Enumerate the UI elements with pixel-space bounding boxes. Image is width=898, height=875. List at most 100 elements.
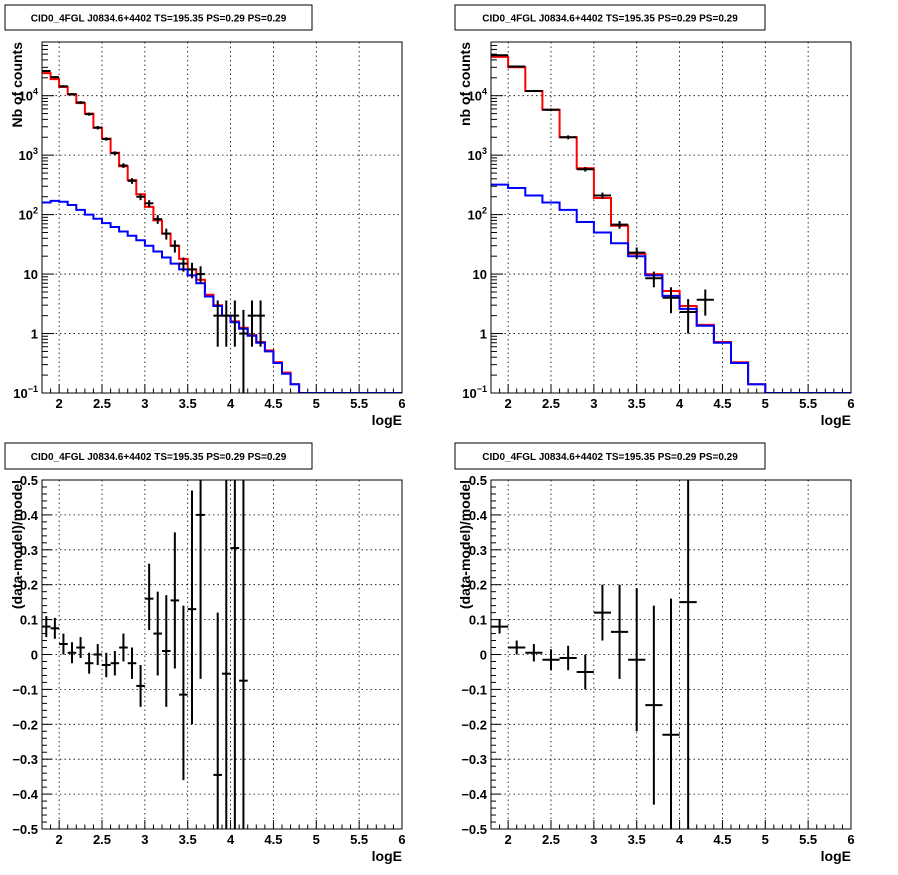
data-point <box>42 70 51 73</box>
data-point <box>179 257 188 272</box>
x-axis-label: logE <box>821 848 851 864</box>
data-point <box>222 480 231 829</box>
data-point <box>239 480 248 829</box>
data-point <box>508 640 526 655</box>
data-point <box>679 299 697 334</box>
x-tick-label: 4 <box>676 832 684 847</box>
y-tick-label: −0.2 <box>12 717 38 732</box>
data-point <box>593 584 611 641</box>
data-point <box>110 151 120 156</box>
data-point <box>153 591 162 676</box>
data-point <box>645 605 663 805</box>
x-tick-label: 6 <box>847 832 854 847</box>
y-tick-label: 0.1 <box>20 613 38 628</box>
y-tick-label: 10−1 <box>462 384 487 401</box>
data-point <box>127 647 137 679</box>
y-tick-label: 0.5 <box>469 473 487 488</box>
data-point <box>93 125 102 130</box>
x-tick-label: 6 <box>847 396 854 411</box>
x-tick-label: 2 <box>56 396 63 411</box>
data-point <box>628 247 646 259</box>
y-tick-label: 0.5 <box>20 473 38 488</box>
chart-title-box <box>4 442 313 470</box>
plot-area <box>42 70 402 393</box>
x-tick-label: 6 <box>398 396 405 411</box>
x-tick-label: 3.5 <box>628 832 646 847</box>
y-tick-label: −0.1 <box>12 682 38 697</box>
data-point <box>76 101 85 104</box>
data-point <box>230 300 240 347</box>
y-tick-label: −0.4 <box>461 787 487 802</box>
data-point <box>559 135 577 140</box>
data-point <box>593 192 611 199</box>
y-tick-label: −0.5 <box>12 822 38 837</box>
y-tick-label: −0.3 <box>461 752 487 767</box>
data-point <box>59 85 68 88</box>
data-point <box>170 240 180 253</box>
y-tick-label: 0.2 <box>20 578 38 593</box>
data-point <box>542 108 560 112</box>
data-point <box>196 480 205 679</box>
y-tick-label: 103 <box>19 146 38 163</box>
x-tick-label: 3 <box>590 396 597 411</box>
plot-area <box>42 480 248 829</box>
data-point <box>679 480 697 829</box>
y-tick-label: 104 <box>468 87 487 104</box>
y-tick-label: 102 <box>19 206 38 223</box>
y-tick-label: 10 <box>473 267 487 282</box>
chart-title-box <box>454 442 766 470</box>
x-tick-label: 4.5 <box>264 396 282 411</box>
data-point <box>230 480 240 829</box>
plot-frame <box>490 41 852 394</box>
data-point <box>662 287 680 314</box>
data-point <box>144 563 154 631</box>
y-tick-label: 0.4 <box>469 508 488 523</box>
x-tick-label: 4 <box>227 832 235 847</box>
data-point <box>119 163 128 168</box>
data-point <box>102 652 111 678</box>
data-point <box>67 642 77 664</box>
data-point <box>67 93 77 96</box>
data-point <box>576 167 594 172</box>
data-point <box>525 644 543 662</box>
x-tick-label: 4.5 <box>264 832 282 847</box>
x-tick-label: 2.5 <box>542 396 560 411</box>
y-tick-label: −0.1 <box>461 682 487 697</box>
y-tick-label: 0.2 <box>469 578 487 593</box>
chart-title-box <box>454 4 766 31</box>
model-series-line-2 <box>42 199 402 393</box>
y-tick-label: −0.3 <box>12 752 38 767</box>
x-tick-label: 5.5 <box>350 396 368 411</box>
data-point <box>187 262 197 279</box>
chart-panel-bottom-right: CID0_4FGL J0834.6+4402 TS=195.35 PS=0.29… <box>454 442 855 864</box>
x-tick-label: 5 <box>762 396 769 411</box>
x-axis-label: logE <box>372 412 402 428</box>
y-tick-label: 103 <box>468 146 487 163</box>
data-point <box>696 289 714 316</box>
chart-title: CID0_4FGL J0834.6+4402 TS=195.35 PS=0.29… <box>482 452 738 463</box>
y-axis-label: (data-model)/model <box>457 480 473 609</box>
data-point <box>110 651 120 676</box>
x-tick-label: 3 <box>590 832 597 847</box>
model-series-line-1 <box>42 72 402 393</box>
x-tick-label: 5 <box>762 832 769 847</box>
y-tick-label: 0.3 <box>469 543 487 558</box>
data-point <box>491 54 509 57</box>
data-point <box>50 76 60 79</box>
plot-frame <box>41 479 403 830</box>
x-tick-label: 5.5 <box>799 396 817 411</box>
data-point <box>153 215 162 224</box>
data-point <box>525 89 543 93</box>
data-point <box>213 300 222 347</box>
x-tick-label: 3.5 <box>179 832 197 847</box>
y-axis-label: Nb of counts <box>9 42 25 128</box>
x-tick-label: 2.5 <box>93 396 111 411</box>
data-point <box>179 605 188 781</box>
data-point <box>102 137 111 141</box>
x-tick-label: 2 <box>505 832 512 847</box>
data-point <box>187 490 197 725</box>
y-tick-label: 0 <box>480 648 487 663</box>
plot-frame <box>41 41 403 394</box>
chart-title-box <box>4 4 313 31</box>
data-point <box>222 300 231 347</box>
